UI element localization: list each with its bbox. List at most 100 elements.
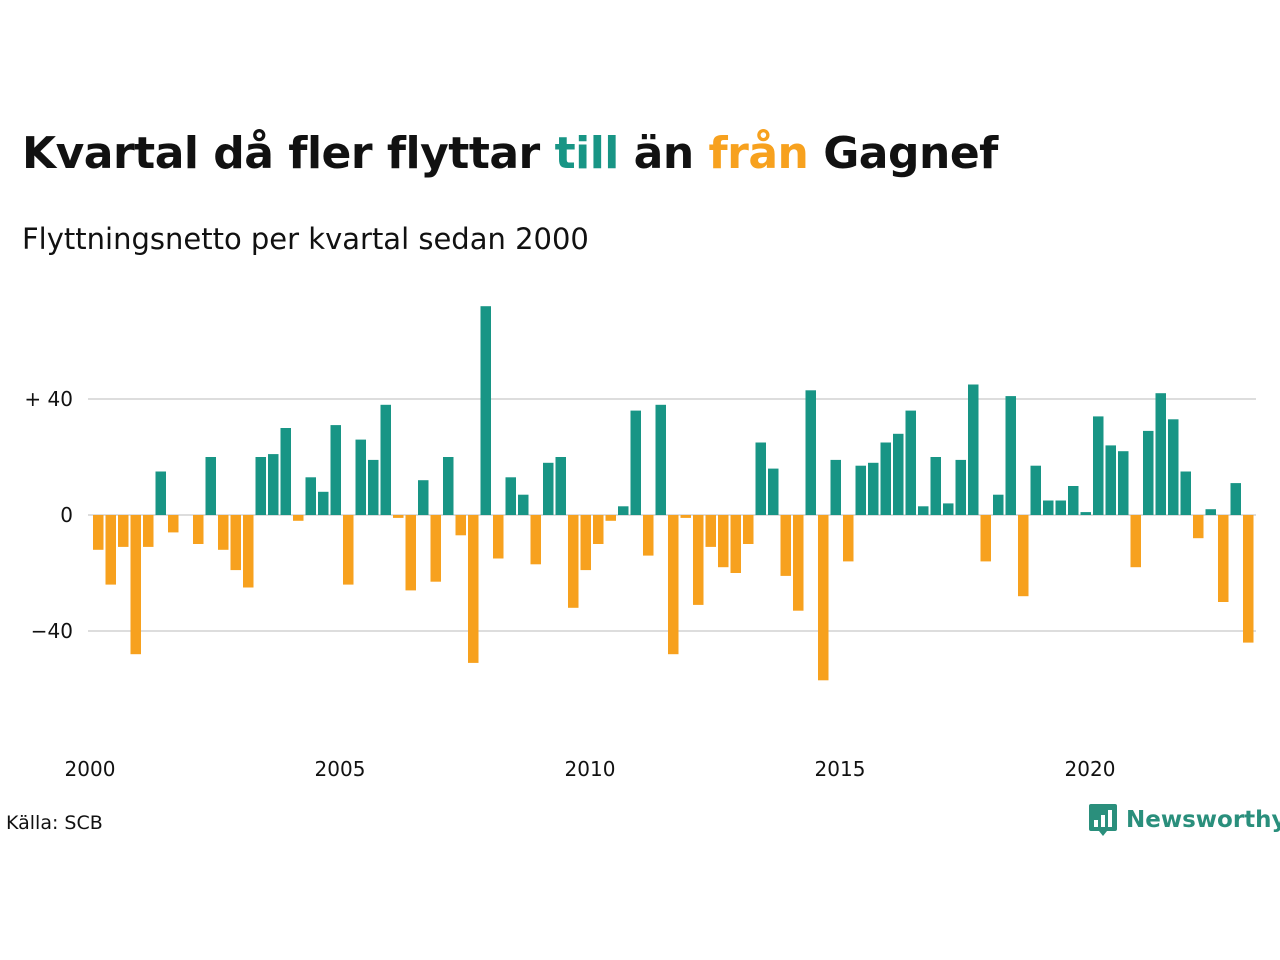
y-tick-label: + 40 xyxy=(24,387,73,411)
bar-2008K2 xyxy=(505,477,516,515)
bar-2002K3 xyxy=(218,515,229,550)
bar-2002K4 xyxy=(230,515,241,571)
brand-name: Newsworthy xyxy=(1126,807,1280,833)
bar-2021K4 xyxy=(1180,471,1191,515)
bar-2007K2 xyxy=(455,515,466,536)
bar-2021K2 xyxy=(1155,393,1166,515)
bar-2020K4 xyxy=(1130,515,1141,568)
bar-2015K2 xyxy=(855,465,866,515)
bar-2018K3 xyxy=(1018,515,1029,597)
y-tick-label: 0 xyxy=(60,503,73,527)
y-tick-label: −40 xyxy=(31,619,73,643)
bar-2004K3 xyxy=(318,491,329,515)
bar-2006K1 xyxy=(393,515,404,518)
bar-2003K4 xyxy=(280,428,291,515)
newsworthy-brand: Newsworthy xyxy=(1088,803,1280,837)
x-tick-label: 2005 xyxy=(315,757,366,781)
bar-2013K4 xyxy=(780,515,791,576)
title-word-till: till xyxy=(554,128,620,179)
bar-2020K2 xyxy=(1105,445,1116,515)
bar-2002K2 xyxy=(205,457,216,515)
bar-2017K1 xyxy=(943,503,954,515)
bar-2018K1 xyxy=(993,494,1004,515)
bar-2007K4 xyxy=(480,306,491,515)
bar-2003K1 xyxy=(243,515,254,588)
chart-subtitle: Flyttningsnetto per kvartal sedan 2000 xyxy=(22,222,589,256)
bar-2018K2 xyxy=(1005,396,1016,515)
bar-2015K3 xyxy=(868,462,879,515)
bar-2001K3 xyxy=(168,515,179,533)
bar-2019K2 xyxy=(1055,500,1066,515)
bar-2021K3 xyxy=(1168,419,1179,515)
bar-2021K1 xyxy=(1143,430,1154,515)
bar-2022K1 xyxy=(1193,515,1204,539)
bar-2012K3 xyxy=(718,515,729,568)
bar-2023K1 xyxy=(1243,515,1254,643)
bar-2000K3 xyxy=(118,515,129,547)
bar-2005K3 xyxy=(368,459,379,515)
bar-2011K2 xyxy=(655,404,666,515)
bar-2005K1 xyxy=(343,515,354,585)
bar-2011K4 xyxy=(680,515,691,518)
bar-2003K3 xyxy=(268,454,279,515)
bar-2019K1 xyxy=(1043,500,1054,515)
bar-2012K4 xyxy=(730,515,741,573)
x-tick-label: 2010 xyxy=(565,757,616,781)
bar-2003K2 xyxy=(255,457,266,515)
bar-2013K1 xyxy=(743,515,754,544)
bar-2011K1 xyxy=(643,515,654,556)
bar-2012K1 xyxy=(693,515,704,605)
bar-2020K3 xyxy=(1118,451,1129,515)
bar-2016K1 xyxy=(893,433,904,515)
bar-2009K1 xyxy=(543,462,554,515)
bar-2012K2 xyxy=(705,515,716,547)
bar-2017K4 xyxy=(980,515,991,562)
bar-2022K3 xyxy=(1218,515,1229,602)
bar-2013K2 xyxy=(755,442,766,515)
bar-2015K1 xyxy=(843,515,854,562)
x-tick-label: 2000 xyxy=(65,757,116,781)
bar-2010K2 xyxy=(605,515,616,521)
bar-2014K3 xyxy=(818,515,829,681)
bar-2008K4 xyxy=(530,515,541,565)
bar-2009K3 xyxy=(568,515,579,608)
bar-2016K4 xyxy=(930,457,941,515)
bar-2006K2 xyxy=(405,515,416,591)
bar-2014K2 xyxy=(805,390,816,515)
bar-2005K4 xyxy=(380,404,391,515)
bar-chart: + 40 0 −40 2000 2005 2010 2015 2020 xyxy=(24,306,1256,781)
bar-2000K1 xyxy=(93,515,104,550)
bar-2022K4 xyxy=(1230,483,1241,515)
bar-2000K4 xyxy=(130,515,141,655)
title-part-3: Gagnef xyxy=(808,128,998,179)
bar-2004K4 xyxy=(330,425,341,515)
bar-2010K1 xyxy=(593,515,604,544)
bar-2008K3 xyxy=(518,494,529,515)
bar-2019K4 xyxy=(1080,512,1091,515)
bar-2013K3 xyxy=(768,468,779,515)
bar-2002K1 xyxy=(193,515,204,544)
bar-2015K4 xyxy=(880,442,891,515)
chart-title: Kvartal då fler flyttar till än från Gag… xyxy=(22,128,998,179)
bar-2016K3 xyxy=(918,506,929,515)
bar-2001K2 xyxy=(155,471,166,515)
bar-2005K2 xyxy=(355,439,366,515)
newsworthy-logo-icon xyxy=(1089,804,1117,836)
bar-2008K1 xyxy=(493,515,504,559)
bar-2016K2 xyxy=(905,410,916,515)
bar-2000K2 xyxy=(105,515,116,585)
title-part-1: Kvartal då fler flyttar xyxy=(22,128,555,179)
title-word-fran: från xyxy=(708,128,809,179)
bar-2009K2 xyxy=(555,457,566,515)
bar-2014K4 xyxy=(830,459,841,515)
bar-2007K3 xyxy=(468,515,479,663)
bar-2001K1 xyxy=(143,515,154,547)
bar-2018K4 xyxy=(1030,465,1041,515)
bar-2020K1 xyxy=(1093,416,1104,515)
x-tick-label: 2020 xyxy=(1065,757,1116,781)
bar-2011K3 xyxy=(668,515,679,655)
bar-2010K3 xyxy=(618,506,629,515)
bar-2010K4 xyxy=(630,410,641,515)
bar-2022K2 xyxy=(1205,509,1216,515)
source-label: Källa: SCB xyxy=(6,812,103,834)
